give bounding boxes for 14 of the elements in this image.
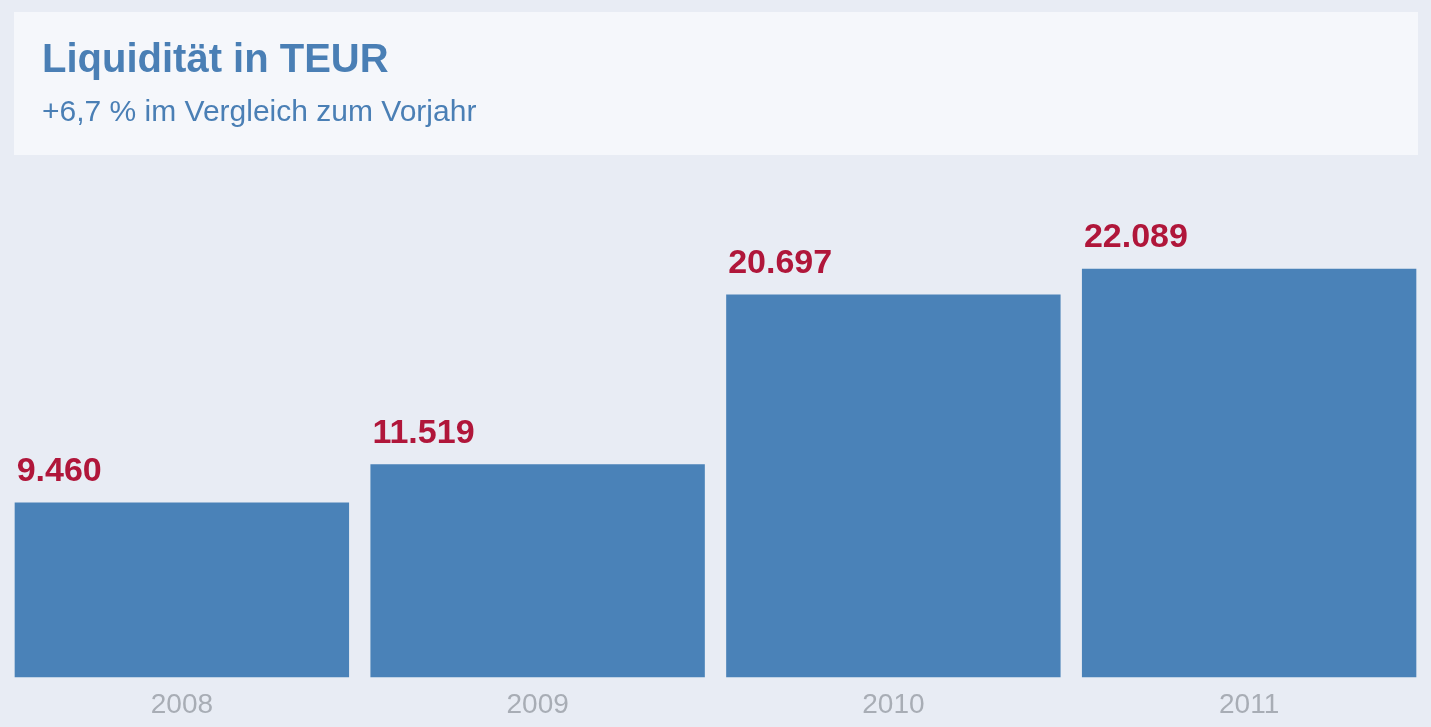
data-label: 11.519 <box>372 411 475 450</box>
x-tick-label: 2010 <box>862 687 925 719</box>
data-label: 20.697 <box>728 241 833 280</box>
x-tick-label: 2008 <box>150 687 214 719</box>
x-tick-label: 2009 <box>506 687 569 719</box>
x-tick-label: 2011 <box>1219 687 1280 719</box>
bar <box>370 464 705 678</box>
bar <box>1081 268 1417 678</box>
chart-subtitle: +6,7 % im Vergleich zum Vorjahr <box>42 94 477 128</box>
data-label: 22.089 <box>1083 216 1188 255</box>
bar <box>726 294 1061 678</box>
chart-title: Liquidität in TEUR <box>42 36 389 81</box>
data-label: 9.460 <box>16 449 102 488</box>
bar <box>14 502 350 678</box>
